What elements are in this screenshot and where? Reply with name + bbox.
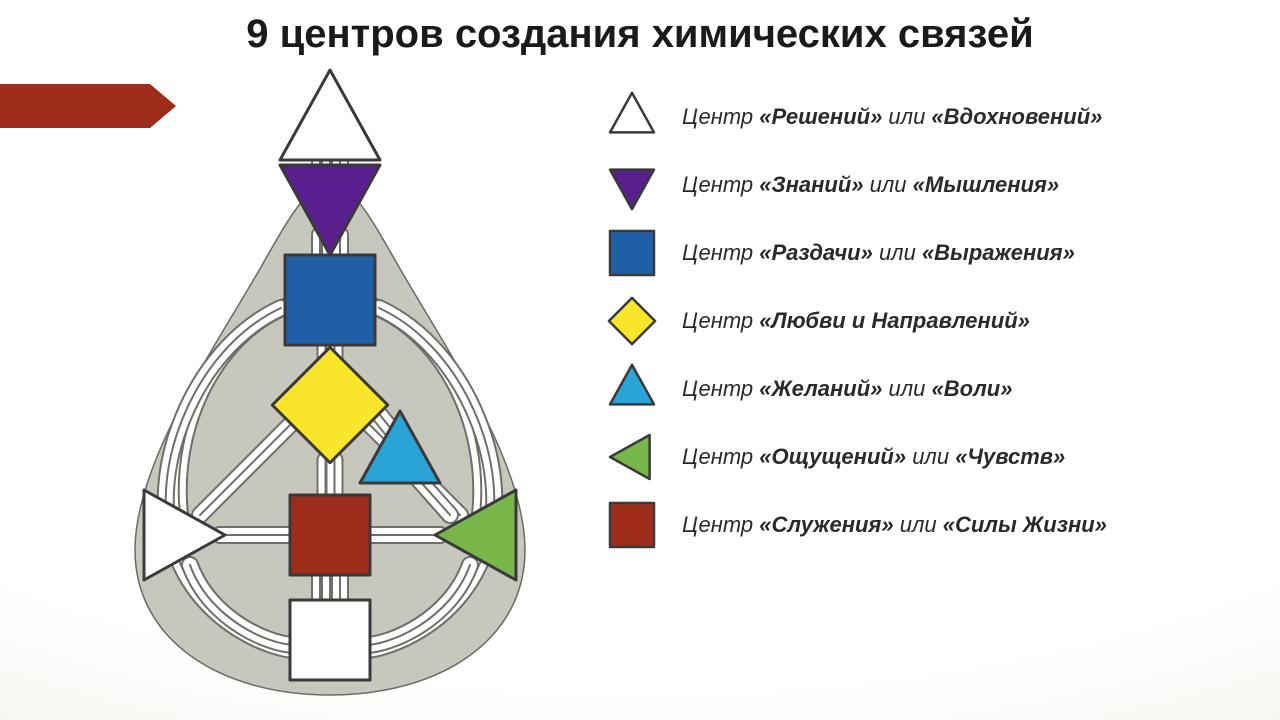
tri-up-icon <box>600 360 664 418</box>
tri-up-icon <box>600 88 664 146</box>
legend-item: Центр «Желаний» или «Воли» <box>600 360 1260 418</box>
legend-label: Центр «Знаний» или «Мышления» <box>682 172 1059 198</box>
legend-item: Центр «Служения» или «Силы Жизни» <box>600 496 1260 554</box>
legend-item: Центр «Ощущений» или «Чувств» <box>600 428 1260 486</box>
legend: Центр «Решений» или «Вдохновений» Центр «… <box>600 88 1260 564</box>
legend-item: Центр «Решений» или «Вдохновений» <box>600 88 1260 146</box>
legend-label: Центр «Раздачи» или «Выражения» <box>682 240 1075 266</box>
legend-label: Центр «Любви и Направлений» <box>682 308 1030 334</box>
legend-label: Центр «Служения» или «Силы Жизни» <box>682 512 1107 538</box>
legend-item: Центр «Раздачи» или «Выражения» <box>600 224 1260 282</box>
page-title: 9 центров создания химических связей <box>0 12 1280 57</box>
legend-item: Центр «Любви и Направлений» <box>600 292 1260 350</box>
square-icon <box>600 496 664 554</box>
centers-diagram <box>80 60 580 700</box>
tri-left-icon <box>600 428 664 486</box>
tri-down-icon <box>600 156 664 214</box>
legend-item: Центр «Знаний» или «Мышления» <box>600 156 1260 214</box>
diamond-icon <box>600 292 664 350</box>
legend-label: Центр «Решений» или «Вдохновений» <box>682 104 1102 130</box>
legend-label: Центр «Ощущений» или «Чувств» <box>682 444 1065 470</box>
square-icon <box>600 224 664 282</box>
legend-label: Центр «Желаний» или «Воли» <box>682 376 1012 402</box>
